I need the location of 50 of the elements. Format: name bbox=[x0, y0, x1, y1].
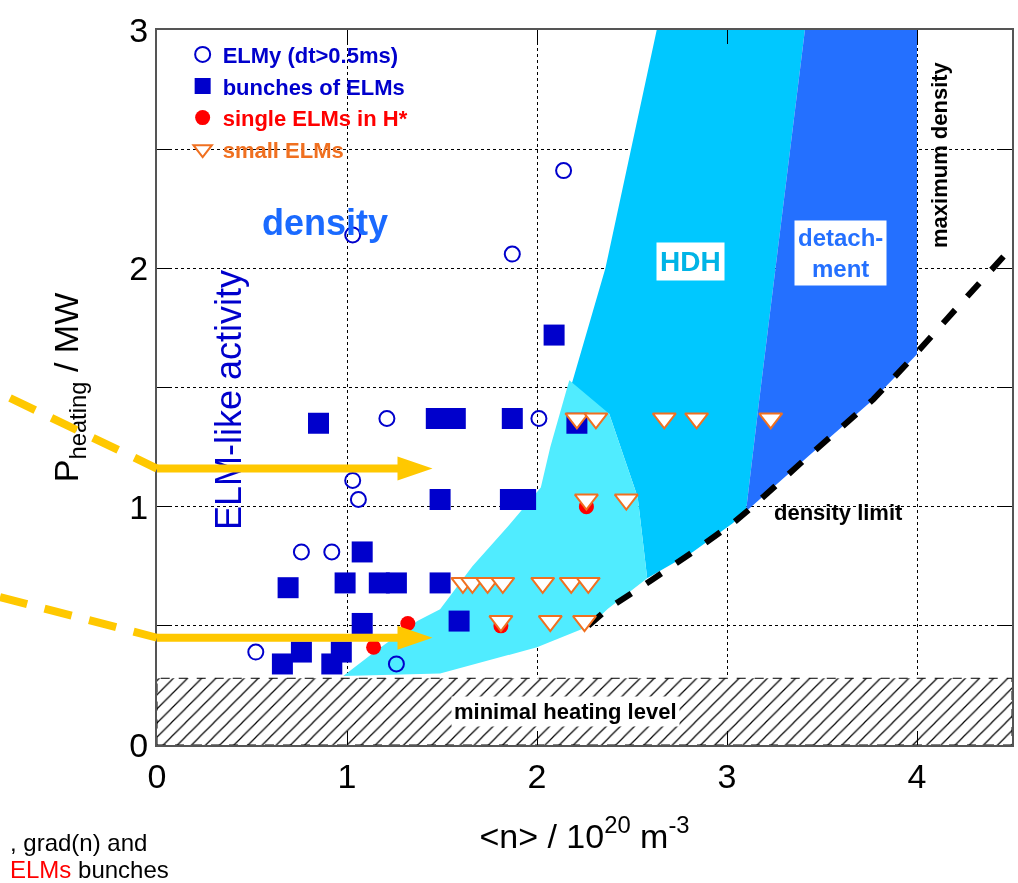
y-tick-label: 2 bbox=[129, 249, 149, 288]
x-tick-label: 4 bbox=[907, 756, 927, 795]
point bbox=[349, 491, 367, 509]
point bbox=[351, 541, 373, 563]
point bbox=[271, 653, 293, 675]
point bbox=[292, 543, 310, 561]
y-tick-label: 1 bbox=[129, 487, 149, 526]
point bbox=[247, 643, 265, 661]
x-tick-label: 1 bbox=[337, 756, 357, 795]
point bbox=[323, 543, 341, 561]
point bbox=[555, 162, 573, 180]
band-label: minimal heating level bbox=[454, 699, 677, 724]
point bbox=[501, 407, 523, 429]
point bbox=[530, 409, 548, 427]
legend-label: single ELMs in H* bbox=[222, 106, 408, 132]
point bbox=[308, 412, 329, 434]
point bbox=[277, 577, 299, 599]
legend-label: ELMy (dt>0.5ms) bbox=[222, 42, 399, 68]
point bbox=[543, 324, 565, 346]
text: , grad(n) and bbox=[10, 829, 148, 856]
point bbox=[344, 471, 362, 489]
y-tick-label: 3 bbox=[129, 10, 149, 49]
annotation: ELM-like activity bbox=[208, 269, 249, 530]
annotation: detach- ment bbox=[798, 224, 884, 283]
point bbox=[400, 615, 416, 631]
annotation: HDH bbox=[660, 246, 721, 277]
point bbox=[429, 489, 451, 511]
point bbox=[366, 639, 382, 655]
y-tick-label: 0 bbox=[129, 725, 149, 764]
legend-label: bunches of ELMs bbox=[222, 74, 405, 100]
point bbox=[351, 612, 373, 634]
annotation: density bbox=[262, 202, 389, 243]
point bbox=[385, 572, 407, 594]
point bbox=[387, 655, 405, 673]
annotation: maximum density bbox=[927, 61, 952, 248]
annotation: density limit bbox=[774, 500, 904, 525]
point bbox=[334, 572, 356, 594]
point bbox=[429, 572, 451, 594]
x-tick-label: 3 bbox=[717, 756, 737, 795]
point bbox=[503, 245, 521, 263]
point bbox=[378, 409, 396, 427]
point bbox=[290, 641, 312, 663]
point bbox=[321, 653, 343, 675]
point bbox=[425, 407, 447, 429]
legend-label: small ELMs bbox=[222, 137, 344, 163]
x-axis-title: <n> / 10$^{20}$ m$^{-3}$ bbox=[479, 811, 690, 855]
text: ELMs bunches bbox=[10, 856, 169, 883]
x-tick-label: 2 bbox=[527, 756, 547, 795]
point bbox=[448, 610, 470, 632]
point bbox=[444, 407, 466, 429]
